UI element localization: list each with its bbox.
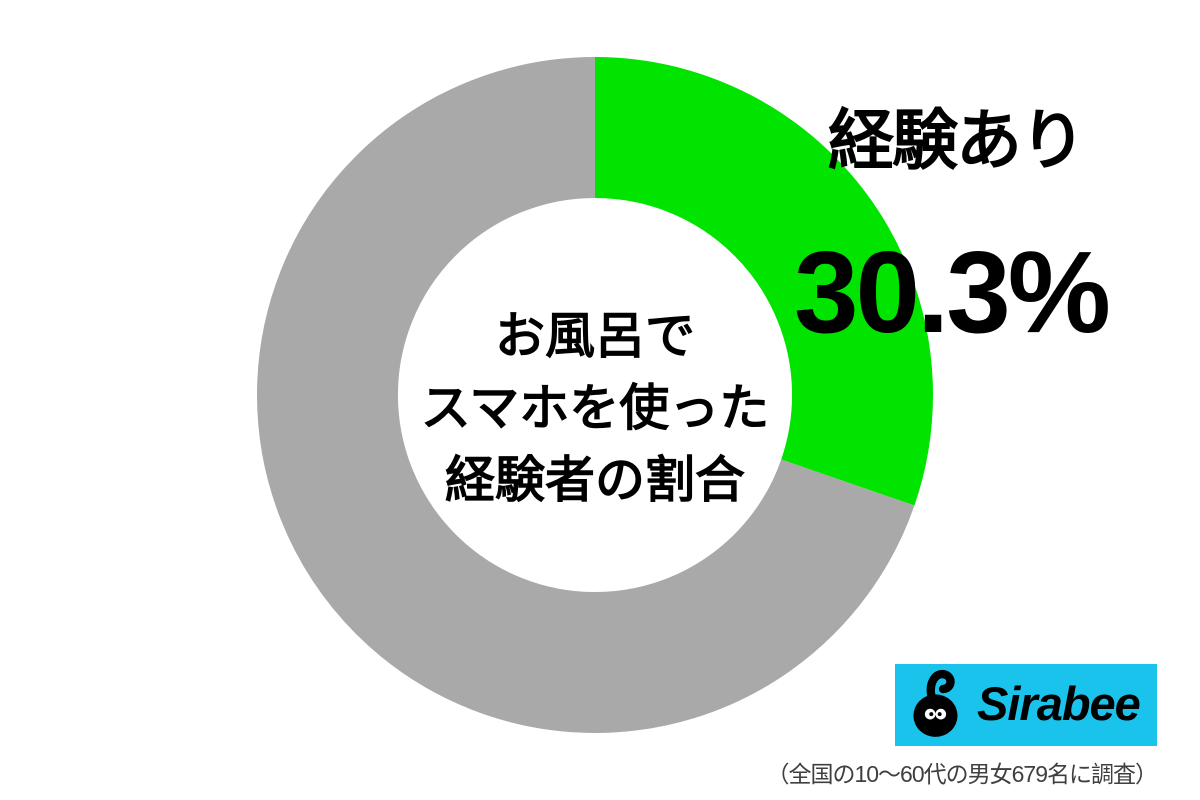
sirabee-mascot-icon bbox=[913, 669, 958, 737]
sirabee-logo: Sirabee bbox=[895, 664, 1157, 746]
center-title-line-3: 経験者の割合 bbox=[445, 452, 745, 508]
center-title-line-2: スマホを使った bbox=[420, 380, 770, 436]
chart-center-title: お風呂で スマホを使った 経験者の割合 bbox=[395, 300, 795, 516]
sirabee-wordmark: Sirabee bbox=[977, 676, 1141, 730]
slice-callout-label: 経験あり bbox=[828, 103, 1086, 177]
survey-caption: （全国の10〜60代の男女679名に調査） bbox=[766, 761, 1158, 787]
center-title-line-1: お風呂で bbox=[495, 308, 695, 364]
donut-slice-1 bbox=[256, 56, 934, 734]
slice-callout-value: 30.3% bbox=[794, 227, 1111, 357]
donut-chart bbox=[256, 56, 934, 734]
